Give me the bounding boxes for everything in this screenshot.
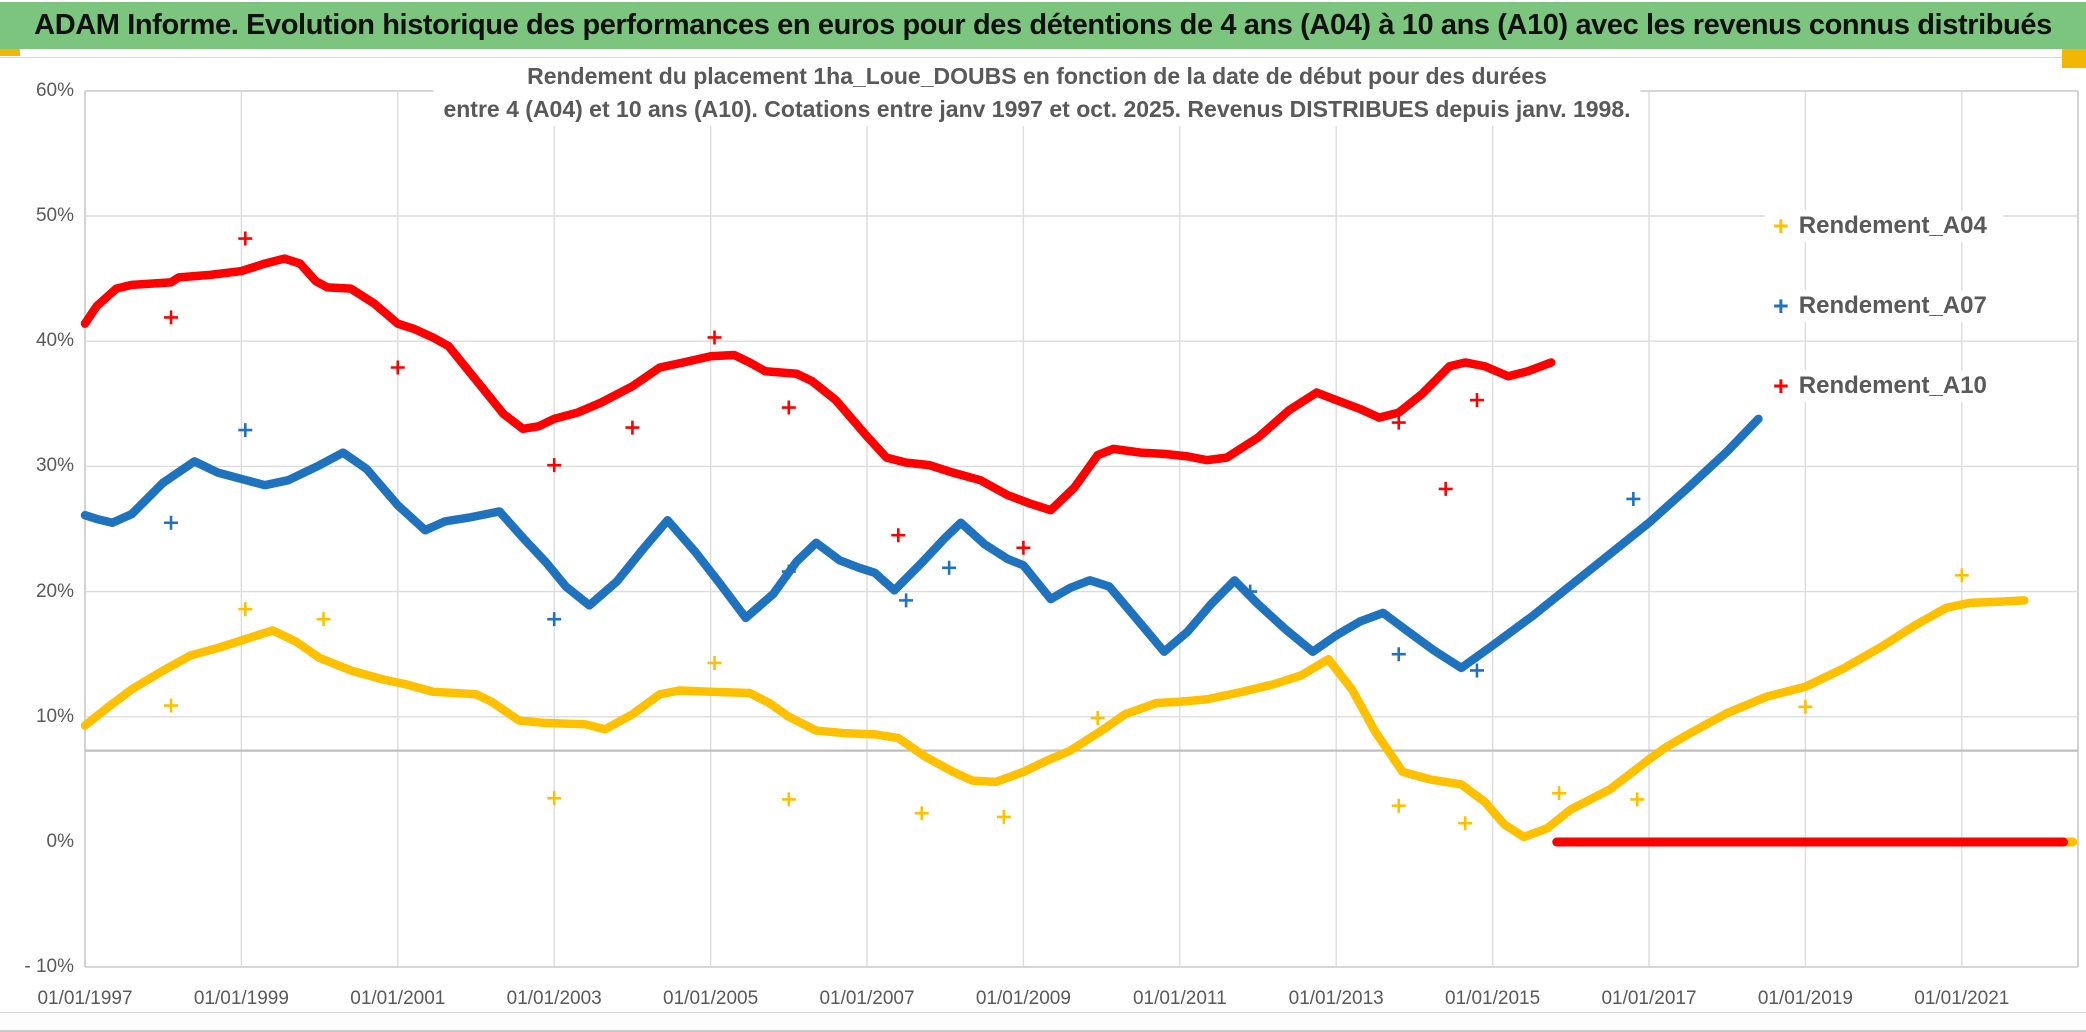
y-tick-label: 10% xyxy=(35,705,74,727)
x-tick-label: 01/01/2011 xyxy=(1132,988,1227,1009)
x-tick-label: 01/01/1999 xyxy=(193,988,289,1009)
x-tick-label: 01/01/2007 xyxy=(819,988,915,1009)
legend-entry-a04: + Rendement_A04 xyxy=(1765,210,2003,242)
legend-entry-a07: + Rendement_A07 xyxy=(1765,290,2003,322)
y-tick-label: 40% xyxy=(35,330,74,352)
y-tick-label: 50% xyxy=(35,205,74,226)
x-tick-label: 01/01/2009 xyxy=(975,988,1071,1009)
y-tick-label: 30% xyxy=(35,455,74,477)
y-tick-label: 0% xyxy=(46,831,74,852)
legend-entry-a10: + Rendement_A10 xyxy=(1765,370,2003,402)
frame-accent-top-right xyxy=(2062,49,2086,68)
legend-label-a07: Rendement_A07 xyxy=(1798,292,1987,319)
plus-marker-icon: + xyxy=(1773,371,1789,401)
report-banner: ADAM Informe. Evolution historique des p… xyxy=(0,2,2086,49)
window-bottom-edge xyxy=(0,1030,2086,1032)
bottom-strip xyxy=(0,1013,2086,1032)
x-tick-label: 01/01/2015 xyxy=(1445,988,1541,1009)
plus-marker-icon: + xyxy=(1773,211,1789,241)
chart-title-line1: Rendement du placement 1ha_Loue_DOUBS en… xyxy=(527,63,1547,89)
report-banner-title: ADAM Informe. Evolution historique des p… xyxy=(34,9,2052,41)
y-tick-label: 20% xyxy=(35,580,74,602)
x-tick-label: 01/01/2003 xyxy=(506,988,602,1009)
x-tick-label: 01/01/1997 xyxy=(37,988,133,1009)
x-tick-label: 01/01/2021 xyxy=(1914,988,2010,1009)
x-tick-label: 01/01/2019 xyxy=(1757,988,1853,1009)
x-tick-label: 01/01/2005 xyxy=(663,988,759,1009)
y-tick-label: 60% xyxy=(35,79,74,101)
x-tick-label: 01/01/2013 xyxy=(1288,988,1384,1009)
legend-label-a10: Rendement_A10 xyxy=(1798,372,1987,399)
frame-accent-top-left xyxy=(0,49,20,56)
x-tick-label: 01/01/2017 xyxy=(1601,988,1697,1009)
y-tick-label: - 10% xyxy=(24,956,74,978)
plus-marker-icon: + xyxy=(1773,291,1789,321)
x-tick-label: 01/01/2001 xyxy=(350,988,446,1009)
banner-divider xyxy=(0,57,2086,58)
chart-title: Rendement du placement 1ha_Loue_DOUBS en… xyxy=(433,60,1641,126)
legend-label-a04: Rendement_A04 xyxy=(1798,212,1987,239)
bottom-divider xyxy=(0,1012,2086,1013)
chart-title-line2: entre 4 (A04) et 10 ans (A10). Cotations… xyxy=(443,96,1631,122)
